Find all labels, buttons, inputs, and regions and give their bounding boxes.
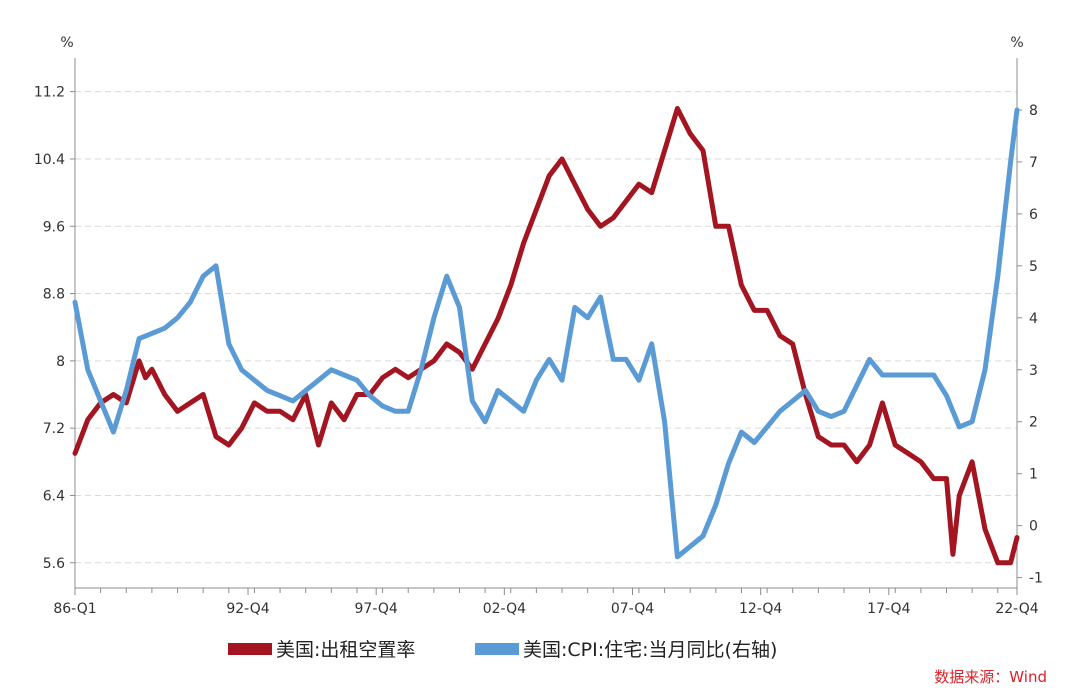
- y-left-tick-label: 7.2: [43, 421, 65, 437]
- y-right-tick-label: 3: [1029, 363, 1038, 379]
- series-layer: [72, 106, 1020, 566]
- series-line-cpi-housing: [72, 107, 1020, 560]
- y-right-tick-label: 2: [1029, 415, 1038, 431]
- ticks-layer: 5.6 6.4 7.2 8 8.8 9.6 10.4 11.2 -1 0 1 2 3 4 5 6 7 8 86-Q1…: [34, 85, 1043, 617]
- left-axis-unit: %: [60, 35, 73, 51]
- y-right-tick-label: 7: [1029, 155, 1038, 171]
- y-right-tick-label: 0: [1029, 519, 1038, 535]
- y-left-tick-label: 11.2: [34, 85, 65, 101]
- y-right-tick-label: 4: [1029, 311, 1038, 327]
- axes-layer: [74, 58, 1018, 589]
- y-right-tick-label: 6: [1029, 207, 1038, 223]
- y-right-tick-label: -1: [1029, 571, 1043, 587]
- legend-swatch-cpi-housing: [475, 643, 519, 655]
- legend-label-rental-vacancy: 美国:出租空置率: [276, 639, 415, 661]
- legend: 美国:出租空置率 美国:CPI:住宅:当月同比(右轴): [228, 639, 777, 661]
- y-right-tick-label: 5: [1029, 259, 1038, 275]
- legend-label-cpi-housing: 美国:CPI:住宅:当月同比(右轴): [523, 639, 777, 661]
- x-tick-label: 02-Q4: [483, 601, 526, 617]
- x-tick-label: 86-Q1: [53, 601, 96, 617]
- x-tick-label: 07-Q4: [611, 601, 654, 617]
- x-tick-label: 12-Q4: [739, 601, 782, 617]
- y-right-tick-label: 1: [1029, 467, 1038, 483]
- y-left-tick-label: 8: [56, 354, 65, 370]
- series-line-rental-vacancy: [72, 106, 1020, 566]
- y-left-tick-label: 8.8: [43, 287, 65, 303]
- source-note: 数据来源：Wind: [934, 668, 1047, 686]
- x-tick-label: 92-Q4: [226, 601, 269, 617]
- grid-layer: [75, 91, 1017, 564]
- legend-swatch-rental-vacancy: [228, 643, 272, 655]
- x-tick-label: 17-Q4: [867, 601, 910, 617]
- x-tick-label: 22-Q4: [995, 601, 1038, 617]
- y-left-tick-label: 6.4: [43, 488, 65, 504]
- y-left-tick-label: 10.4: [34, 152, 65, 168]
- y-left-tick-label: 5.6: [43, 556, 65, 572]
- x-tick-label: 97-Q4: [355, 601, 398, 617]
- right-axis-unit: %: [1010, 35, 1023, 51]
- y-left-tick-label: 9.6: [43, 219, 65, 235]
- y-right-tick-label: 8: [1029, 103, 1038, 119]
